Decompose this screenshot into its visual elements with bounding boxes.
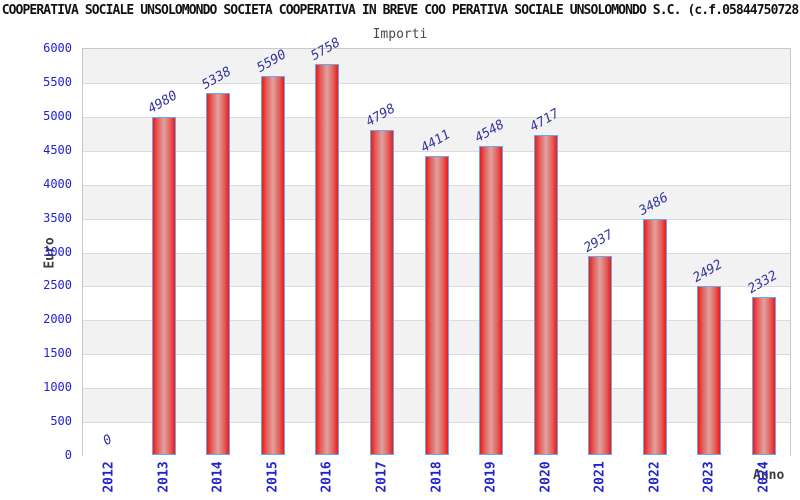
bar-2021: [588, 255, 613, 455]
plot-band: [83, 82, 790, 117]
x-tick-label-2015: 2015: [265, 461, 281, 493]
bar-2024: [751, 296, 776, 455]
bar-2013: [151, 117, 176, 455]
bar-2015: [260, 75, 285, 455]
x-tick-label-2018: 2018: [429, 461, 444, 493]
bar-2022: [642, 218, 667, 455]
bar-2016: [315, 64, 340, 455]
gridline: [83, 116, 790, 118]
x-axis-title: Anno: [753, 468, 785, 483]
y-tick-label: 4500: [43, 142, 72, 157]
x-tick-label-2023: 2023: [701, 461, 717, 493]
x-tick-label-2014: 2014: [210, 461, 226, 493]
bar-2020: [533, 135, 558, 455]
bar-2019: [479, 146, 504, 455]
x-tick-label-2013: 2013: [156, 461, 172, 493]
bar-2017: [369, 129, 394, 455]
y-tick-label: 1500: [43, 346, 72, 361]
y-tick-label: 4000: [43, 176, 72, 191]
x-tick-label-2022: 2022: [647, 461, 663, 493]
y-tick-label: 5500: [43, 74, 72, 89]
x-tick-label-2017: 2017: [374, 461, 390, 493]
y-tick-label: 1000: [43, 380, 72, 395]
x-tick-label-2020: 2020: [538, 461, 554, 493]
y-tick-label: 3500: [43, 210, 72, 225]
y-tick-label: 500: [50, 414, 72, 429]
y-tick-label: 6000: [43, 41, 72, 55]
x-tick-label-2019: 2019: [483, 461, 499, 493]
y-tick-label: 2500: [43, 278, 72, 293]
chart-subtitle: Importi: [372, 27, 428, 42]
bar-2014: [206, 92, 231, 455]
x-tick-label-2016: 2016: [319, 461, 335, 493]
plot-band: [83, 49, 790, 83]
y-tick-label: 3000: [43, 244, 72, 259]
y-tick-label: 2000: [43, 312, 72, 327]
chart-title: COOPERATIVA SOCIALE UNSOLOMONDO SOCIETA …: [1, 3, 799, 18]
x-tick-label-2024: 2024: [756, 461, 772, 493]
x-tick-label-2012: 2012: [101, 461, 117, 493]
bar-2018: [424, 155, 449, 455]
bar-2023: [697, 285, 722, 455]
y-tick-label: 5000: [43, 108, 72, 123]
y-tick-label: 0: [64, 448, 72, 462]
gridline: [83, 150, 790, 152]
x-tick-label-2021: 2021: [592, 461, 608, 493]
gridline: [83, 82, 790, 84]
plot-band: [83, 116, 790, 151]
